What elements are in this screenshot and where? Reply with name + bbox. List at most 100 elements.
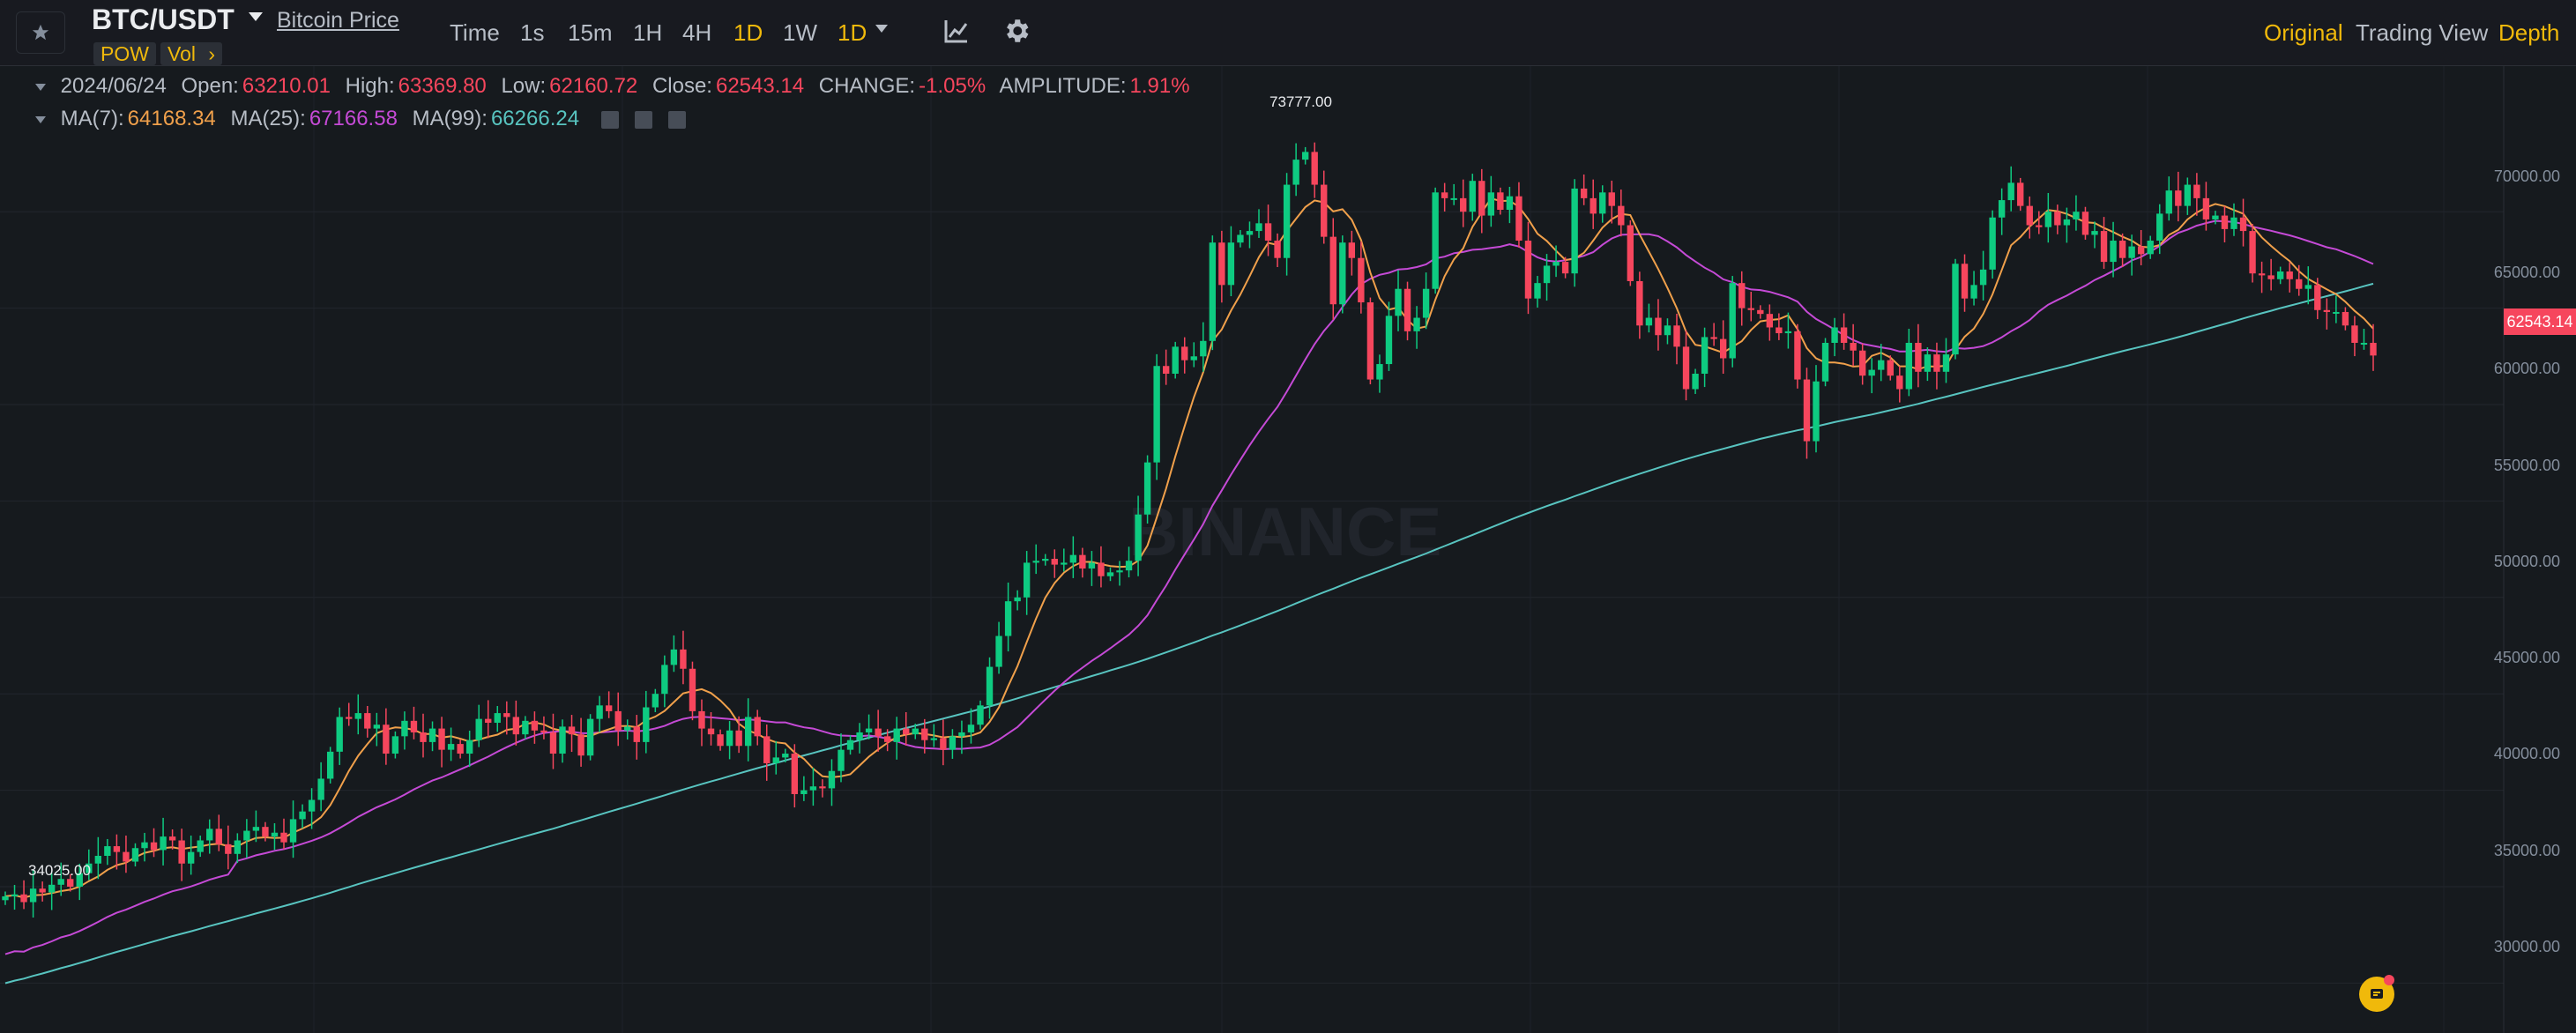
candle-body	[1153, 366, 1160, 463]
candle-body	[614, 710, 622, 731]
candle-body	[1497, 192, 1504, 211]
candle-body	[1729, 283, 1736, 359]
candle-body	[1850, 342, 1857, 351]
tab-original[interactable]: Original	[2264, 19, 2343, 46]
candle-body	[1747, 308, 1754, 310]
candle-body	[1803, 379, 1811, 442]
candle-body	[522, 720, 529, 735]
candle-body	[2184, 184, 2192, 206]
candle-body	[921, 728, 928, 740]
eye-icon[interactable]	[600, 110, 619, 129]
interval-1h[interactable]: 1H	[633, 19, 663, 46]
candle-body	[168, 836, 176, 841]
candle-body	[1311, 152, 1318, 185]
candle-body	[391, 736, 399, 754]
candle-body	[1098, 562, 1105, 576]
candle-body	[485, 718, 492, 724]
price-chart[interactable]: BINANCE	[0, 66, 2576, 1033]
candle-body	[2333, 311, 2340, 314]
interval-15m[interactable]: 15m	[568, 19, 613, 46]
candle-body	[1970, 285, 1977, 299]
collapse-icon[interactable]	[35, 83, 46, 91]
ohlc-row: 2024/06/24 Open: 63210.01 High: 63369.80 L…	[35, 74, 1199, 99]
collapse-icon[interactable]	[35, 115, 46, 123]
candle-body	[1738, 283, 1746, 308]
chat-button[interactable]	[2359, 977, 2394, 1012]
candle-body	[1524, 241, 1532, 299]
candle-body	[819, 786, 826, 789]
interval-1d[interactable]: 1D	[733, 19, 763, 46]
pair-title[interactable]: BTC/USDT	[92, 4, 235, 35]
candle-body	[1580, 188, 1588, 198]
candle-body	[2249, 231, 2256, 274]
chevron-down-icon[interactable]	[875, 25, 888, 33]
close-label: Close:	[651, 74, 712, 98]
candle-body	[2165, 190, 2172, 214]
ma99-path	[4, 282, 2374, 985]
candle-body	[2276, 271, 2284, 279]
y-tick: 60000.00	[2493, 360, 2560, 377]
candle-body	[1599, 192, 1606, 214]
candle-body	[1051, 559, 1058, 565]
candle-body	[1655, 317, 1662, 336]
candle-body	[1998, 200, 2006, 218]
chevron-down-icon[interactable]	[249, 12, 263, 21]
candle-body	[1403, 288, 1411, 331]
candle-body	[1794, 331, 1801, 380]
candle-body	[1061, 562, 1068, 565]
interval-4h[interactable]: 4H	[682, 19, 712, 46]
candle-body	[1246, 231, 1254, 235]
candle-body	[364, 713, 371, 729]
tab-trading-view[interactable]: Trading View	[2356, 19, 2489, 46]
candle-body	[1135, 514, 1142, 561]
tab-depth[interactable]: Depth	[2498, 19, 2560, 46]
candle-body	[1710, 337, 1717, 339]
candle-body	[1515, 196, 1523, 242]
candle-body	[494, 713, 501, 724]
candle-body	[1162, 366, 1170, 374]
ma99-label: MA(99):	[412, 107, 488, 130]
candle-body	[410, 720, 418, 732]
candle-body	[2286, 271, 2293, 279]
candle-body	[39, 888, 46, 893]
candle-body	[2221, 215, 2229, 229]
y-tick: 45000.00	[2493, 649, 2560, 666]
gear-icon[interactable]	[1001, 16, 1031, 50]
candle-body	[308, 799, 316, 812]
candle-body	[2, 896, 9, 901]
candle-body	[559, 726, 566, 754]
indicator-icon[interactable]	[943, 18, 970, 48]
interval-1s[interactable]: 1s	[520, 19, 545, 46]
candle-body	[447, 744, 455, 750]
tag-vol[interactable]: Vol ›	[160, 42, 223, 65]
interval-time[interactable]: Time	[450, 19, 500, 46]
candle-body	[1887, 360, 1894, 376]
candle-body	[1004, 601, 1012, 636]
open-value: 63210.01	[242, 74, 331, 98]
bitcoin-price-link[interactable]: Bitcoin Price	[277, 8, 399, 33]
tag-pow[interactable]: POW	[93, 42, 156, 65]
candle-body	[1645, 317, 1653, 326]
candle-body	[1942, 354, 1950, 372]
settings-icon[interactable]	[634, 110, 652, 129]
candle-body	[958, 732, 965, 737]
candle-body	[875, 728, 882, 737]
candle-body	[1069, 554, 1077, 563]
candle-body	[252, 827, 260, 831]
star-icon	[32, 24, 49, 41]
candle-body	[401, 720, 408, 737]
candle-body	[1450, 197, 1457, 200]
candle-body	[289, 819, 297, 843]
candle-body	[772, 757, 779, 763]
close-icon[interactable]	[667, 110, 686, 129]
candle-body	[2323, 309, 2331, 312]
favorite-button[interactable]	[16, 11, 65, 54]
change-label: CHANGE:	[818, 74, 916, 98]
interval-1w[interactable]: 1W	[783, 19, 817, 46]
candle-body	[1283, 184, 1291, 258]
candle-body	[2341, 311, 2349, 326]
candle-body	[2202, 197, 2210, 219]
candle-body	[354, 713, 361, 719]
interval-dropdown[interactable]: 1D	[838, 19, 867, 46]
candle-body	[1664, 325, 1671, 336]
